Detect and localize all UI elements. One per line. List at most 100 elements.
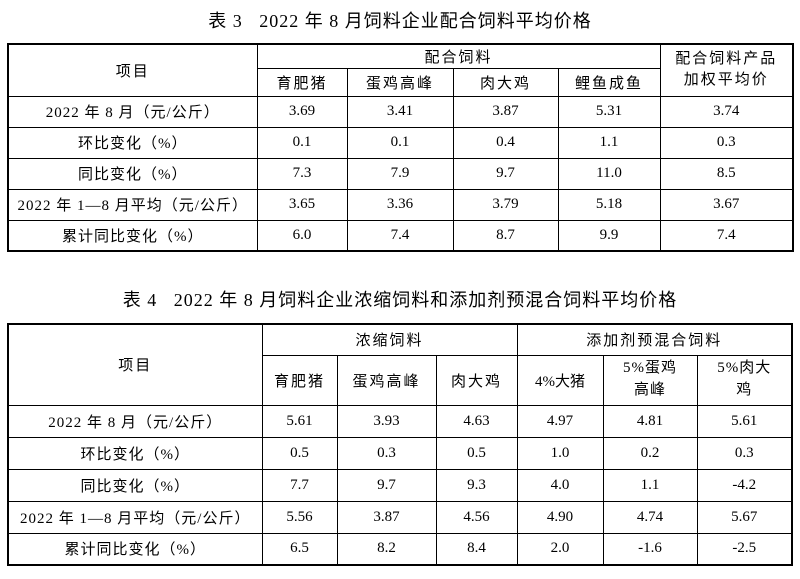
value-cell: 6.5: [261, 532, 338, 566]
value-cell: 5.18: [557, 188, 661, 221]
value-cell: 0.1: [256, 126, 348, 159]
table4-header-cols-row: 育肥猪 蛋鸡高峰 肉大鸡 4%大猪 5%蛋鸡高峰 5%肉大鸡: [8, 354, 793, 406]
value-cell: 3.36: [346, 188, 454, 221]
column-header-5pct-broiler-text: 5%肉大鸡: [717, 360, 772, 398]
column-header-5pct-broiler: 5%肉大鸡: [696, 354, 793, 406]
column-header-4pct-big-pig: 4%大猪: [516, 354, 604, 406]
row-label-cell: 环比变化（%）: [7, 436, 263, 470]
value-cell: 0.2: [602, 436, 698, 470]
value-cell: 8.2: [336, 532, 437, 566]
row-label-cell: 累计同比变化（%）: [7, 219, 258, 252]
value-cell: -2.5: [696, 532, 793, 566]
table4-header-group-concentrate-feed: 浓缩饲料: [261, 323, 518, 356]
row-label-cell: 2022 年 1—8 月平均（元/公斤）: [7, 500, 263, 534]
value-cell: 3.87: [336, 500, 437, 534]
value-cell: 5.61: [696, 404, 793, 438]
value-cell: 4.90: [516, 500, 604, 534]
value-cell: 3.87: [452, 95, 559, 128]
column-header-peak-laying-hen: 蛋鸡高峰: [336, 354, 437, 406]
column-header-fattening-pig: 育肥猪: [261, 354, 338, 406]
table3-header-cols-row: 育肥猪 蛋鸡高峰 肉大鸡 鲤鱼成鱼: [8, 67, 793, 97]
value-cell: 5.31: [557, 95, 661, 128]
row-label-cell: 环比变化（%）: [7, 126, 258, 159]
row-label-cell: 同比变化（%）: [7, 157, 258, 190]
value-cell: 1.1: [602, 468, 698, 502]
table3-header-group-compound-feed: 配合饲料: [256, 43, 661, 69]
value-cell: -4.2: [696, 468, 793, 502]
value-cell: 8.5: [659, 157, 794, 190]
value-cell: 2.0: [516, 532, 604, 566]
value-cell: 4.81: [602, 404, 698, 438]
column-header-broiler-chicken: 肉大鸡: [435, 354, 518, 406]
value-cell: 0.4: [452, 126, 559, 159]
value-cell: 3.41: [346, 95, 454, 128]
row-label-cell: 同比变化（%）: [7, 468, 263, 502]
column-header-fattening-pig: 育肥猪: [256, 67, 348, 97]
value-cell: 0.3: [336, 436, 437, 470]
table3-header-item: 项目: [7, 43, 258, 97]
value-cell: 1.0: [516, 436, 604, 470]
value-cell: 0.3: [696, 436, 793, 470]
value-cell: 3.79: [452, 188, 559, 221]
table-row: 累计同比变化（%） 6.0 7.4 8.7 9.9 7.4: [7, 219, 794, 252]
value-cell: 9.7: [336, 468, 437, 502]
value-cell: 3.67: [659, 188, 794, 221]
value-cell: 7.7: [261, 468, 338, 502]
value-cell: 1.1: [557, 126, 661, 159]
table-row: 环比变化（%） 0.1 0.1 0.4 1.1 0.3: [7, 126, 794, 159]
value-cell: 0.5: [435, 436, 518, 470]
table-row: 2022 年 1—8 月平均（元/公斤） 3.65 3.36 3.79 5.18…: [7, 188, 794, 221]
row-label-cell: 2022 年 8 月（元/公斤）: [7, 404, 263, 438]
table3-header-weighted-avg-text: 配合饲料产品加权平均价: [675, 50, 778, 89]
table4-header-group-row: 项目 浓缩饲料 添加剂预混合饲料: [7, 323, 793, 406]
value-cell: 5.67: [696, 500, 793, 534]
row-label-cell: 累计同比变化（%）: [7, 532, 263, 566]
table-row: 同比变化（%） 7.3 7.9 9.7 11.0 8.5: [7, 157, 794, 190]
column-header-5pct-laying-hen-text: 5%蛋鸡高峰: [623, 360, 678, 398]
value-cell: -1.6: [602, 532, 698, 566]
table3-compound-feed-prices: 项目 配合饲料 配合饲料产品加权平均价 育肥猪 蛋鸡高峰 肉大鸡 鲤鱼成鱼 20…: [7, 43, 795, 252]
value-cell: 7.4: [659, 219, 794, 252]
value-cell: 6.0: [256, 219, 348, 252]
table3-title: 表 3 2022 年 8 月饲料企业配合饲料平均价格: [208, 11, 592, 31]
value-cell: 5.56: [261, 500, 338, 534]
table4-title: 表 4 2022 年 8 月饲料企业浓缩饲料和添加剂预混合饲料平均价格: [122, 290, 678, 310]
value-cell: 4.63: [435, 404, 518, 438]
value-cell: 0.1: [346, 126, 454, 159]
value-cell: 4.74: [602, 500, 698, 534]
table4-concentrate-premix-prices: 项目 浓缩饲料 添加剂预混合饲料 育肥猪 蛋鸡高峰 肉大鸡 4%大猪 5%蛋鸡高…: [7, 323, 794, 566]
value-cell: 9.9: [557, 219, 661, 252]
table-row: 2022 年 8 月（元/公斤） 3.69 3.41 3.87 5.31 3.7…: [7, 95, 794, 128]
row-label-cell: 2022 年 1—8 月平均（元/公斤）: [7, 188, 258, 221]
row-label-cell: 2022 年 8 月（元/公斤）: [7, 95, 258, 128]
value-cell: 4.97: [516, 404, 604, 438]
table4-header-item: 项目: [7, 323, 263, 406]
value-cell: 9.3: [435, 468, 518, 502]
table-row: 同比变化（%） 7.7 9.7 9.3 4.0 1.1 -4.2: [7, 468, 793, 502]
value-cell: 7.4: [346, 219, 454, 252]
table-row: 累计同比变化（%） 6.5 8.2 8.4 2.0 -1.6 -2.5: [7, 532, 793, 566]
column-header-adult-carp: 鲤鱼成鱼: [557, 67, 661, 97]
value-cell: 7.9: [346, 157, 454, 190]
value-cell: 4.56: [435, 500, 518, 534]
value-cell: 9.7: [452, 157, 559, 190]
value-cell: 3.93: [336, 404, 437, 438]
value-cell: 4.0: [516, 468, 604, 502]
column-header-peak-laying-hen: 蛋鸡高峰: [346, 67, 454, 97]
value-cell: 3.69: [256, 95, 348, 128]
table3-header-weighted-avg: 配合饲料产品加权平均价: [659, 43, 794, 97]
value-cell: 0.5: [261, 436, 338, 470]
value-cell: 8.7: [452, 219, 559, 252]
table4-header-group-additive-premix: 添加剂预混合饲料: [516, 323, 793, 356]
table-row: 2022 年 1—8 月平均（元/公斤） 5.56 3.87 4.56 4.90…: [7, 500, 793, 534]
table-row: 2022 年 8 月（元/公斤） 5.61 3.93 4.63 4.97 4.8…: [7, 404, 793, 438]
value-cell: 5.61: [261, 404, 338, 438]
table3-header-group-row: 项目 配合饲料 配合饲料产品加权平均价: [7, 43, 794, 97]
value-cell: 11.0: [557, 157, 661, 190]
column-header-broiler-chicken: 肉大鸡: [452, 67, 559, 97]
value-cell: 8.4: [435, 532, 518, 566]
value-cell: 3.74: [659, 95, 794, 128]
value-cell: 3.65: [256, 188, 348, 221]
value-cell: 7.3: [256, 157, 348, 190]
